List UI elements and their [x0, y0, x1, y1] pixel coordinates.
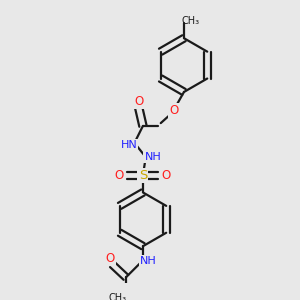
Text: O: O	[169, 104, 179, 117]
Text: NH: NH	[140, 256, 157, 266]
Text: HN: HN	[120, 140, 137, 150]
Text: O: O	[162, 169, 171, 182]
Text: O: O	[106, 252, 115, 265]
Text: CH₃: CH₃	[109, 293, 127, 300]
Text: O: O	[115, 169, 124, 182]
Text: O: O	[134, 95, 143, 108]
Text: S: S	[139, 169, 147, 182]
Text: CH₃: CH₃	[182, 16, 200, 26]
Text: NH: NH	[145, 152, 161, 162]
